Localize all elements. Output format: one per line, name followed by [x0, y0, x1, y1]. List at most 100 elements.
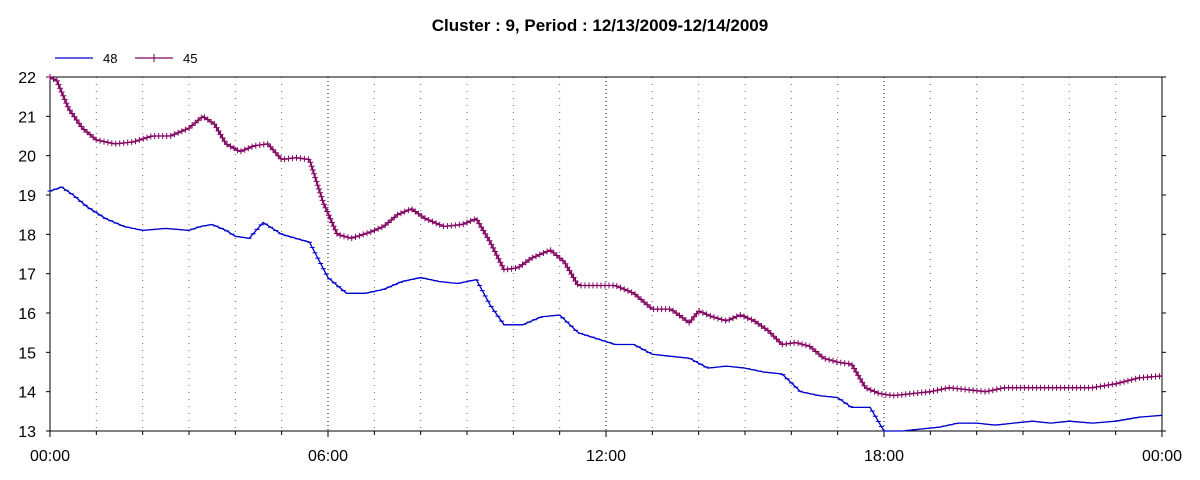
- marker-45: [761, 325, 768, 332]
- marker-45: [679, 314, 686, 321]
- marker-45: [621, 286, 628, 293]
- marker-45: [312, 174, 319, 181]
- marker-45: [982, 388, 988, 395]
- marker-45: [938, 386, 945, 393]
- marker-45: [564, 264, 571, 271]
- marker-45: [50, 76, 57, 82]
- marker-45: [401, 208, 408, 215]
- marker-45: [264, 140, 271, 147]
- marker-45: [1156, 373, 1163, 380]
- marker-45: [562, 260, 569, 267]
- marker-45: [550, 249, 557, 256]
- marker-45: [313, 178, 320, 185]
- marker-45: [101, 138, 107, 145]
- marker-45: [1132, 375, 1139, 382]
- marker-45: [189, 122, 196, 129]
- grid: [95, 77, 1117, 431]
- legend-marker: [150, 54, 158, 62]
- marker-45: [224, 141, 230, 148]
- marker-45: [90, 134, 97, 141]
- legend-label: 45: [183, 51, 197, 66]
- marker-45: [1093, 384, 1100, 390]
- marker-45: [81, 126, 87, 133]
- marker-45: [63, 100, 70, 107]
- marker-45: [256, 142, 263, 148]
- marker-45: [493, 252, 500, 259]
- y-tick-label: 21: [18, 109, 36, 126]
- legend: 48 45: [55, 51, 197, 66]
- marker-45: [783, 340, 790, 347]
- marker-45: [641, 299, 648, 306]
- marker-45: [849, 362, 856, 369]
- y-tick-label: 17: [18, 267, 36, 284]
- marker-45: [55, 81, 62, 88]
- marker-45: [526, 256, 532, 263]
- y-tick-label: 16: [18, 306, 36, 323]
- marker-45: [60, 92, 67, 99]
- marker-45: [320, 201, 327, 208]
- marker-45: [628, 289, 635, 296]
- marker-45: [617, 284, 624, 291]
- marker-45: [418, 213, 425, 220]
- marker-45: [833, 358, 840, 365]
- y-tick-label: 13: [18, 424, 36, 441]
- marker-45: [371, 227, 378, 234]
- marker-45: [66, 107, 73, 114]
- marker-45: [315, 186, 322, 192]
- marker-45: [930, 388, 937, 394]
- marker-45: [394, 211, 401, 218]
- marker-45: [281, 156, 288, 163]
- marker-45: [433, 220, 440, 227]
- marker-45: [318, 193, 325, 200]
- marker-45: [227, 143, 234, 150]
- marker-45: [574, 281, 581, 288]
- marker-45: [1128, 376, 1135, 383]
- marker-45: [64, 103, 71, 110]
- marker-45: [167, 132, 174, 139]
- y-tick-label: 18: [18, 227, 36, 244]
- marker-45: [666, 306, 673, 313]
- marker-45: [308, 163, 315, 170]
- marker-45: [837, 359, 844, 366]
- y-tick-label: 20: [18, 149, 36, 166]
- marker-45: [851, 365, 858, 372]
- marker-45: [136, 137, 143, 143]
- marker-45: [314, 182, 321, 189]
- marker-45: [826, 356, 833, 363]
- marker-45: [857, 375, 864, 382]
- marker-45: [570, 274, 577, 281]
- marker-45: [217, 131, 224, 138]
- marker-45: [61, 96, 68, 103]
- marker-45: [519, 261, 526, 268]
- marker-45: [632, 291, 638, 298]
- marker-45: [175, 129, 182, 136]
- marker-45: [87, 131, 94, 138]
- marker-45: [317, 189, 324, 196]
- marker-45: [238, 148, 244, 155]
- marker-45: [252, 142, 259, 149]
- legend-label: 48: [103, 51, 117, 66]
- marker-45: [547, 247, 554, 254]
- marker-45: [104, 139, 111, 146]
- marker-45: [385, 219, 392, 226]
- marker-45: [737, 312, 744, 318]
- y-tick-label: 22: [18, 70, 36, 87]
- marker-45: [436, 221, 443, 228]
- marker-45: [806, 343, 813, 350]
- marker-45: [213, 124, 220, 131]
- marker-45: [985, 388, 992, 394]
- marker-45: [491, 248, 498, 255]
- marker-45: [875, 390, 882, 397]
- marker-45: [855, 372, 862, 379]
- marker-45: [516, 263, 523, 270]
- marker-45: [267, 143, 274, 150]
- marker-45: [714, 315, 721, 322]
- marker-45: [878, 391, 885, 397]
- marker-45: [47, 74, 53, 80]
- marker-45: [1113, 380, 1120, 387]
- marker-45: [319, 197, 326, 204]
- marker-45: [192, 119, 199, 126]
- marker-45: [356, 232, 363, 239]
- marker-45: [93, 136, 100, 143]
